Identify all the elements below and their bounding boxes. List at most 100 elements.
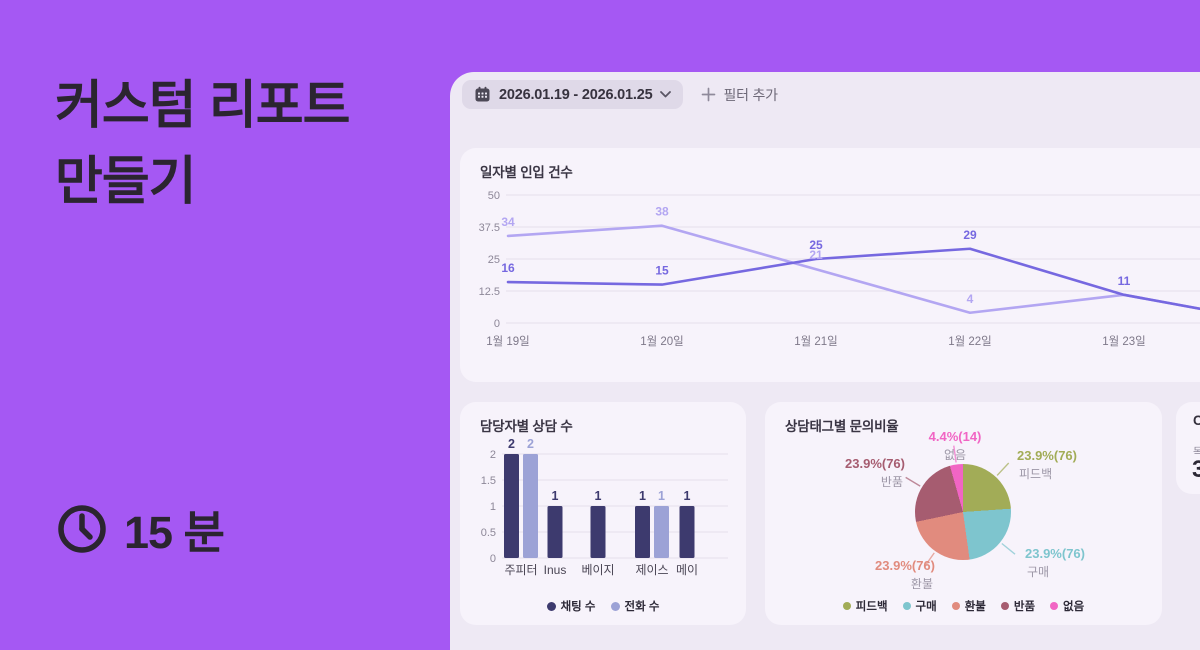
bar-value-label: 1 (552, 489, 559, 503)
toolbar: 2026.01.19 - 2026.01.25 필터 추가 (462, 80, 782, 109)
legend-label: 반품 (1013, 601, 1036, 613)
dashboard-panel: 2026.01.19 - 2026.01.25 필터 추가 일자별 인입 건수 … (450, 72, 1200, 650)
bar (590, 506, 606, 558)
line-chart: 0 12.5 25 37.5 50 1월 19일 1월 20일 1월 21일 1월 22일 1월 … (479, 190, 1200, 348)
bar (679, 506, 695, 558)
bar-category-label: 제이스 (635, 563, 668, 577)
point-label: 38 (655, 205, 669, 219)
legend-label: 채팅 수 (560, 601, 596, 613)
pie-value-label: 23.9%(76) (845, 456, 905, 471)
point-label: 15 (655, 264, 669, 278)
pie-name-label: 환불 (911, 577, 933, 591)
date-range-button[interactable]: 2026.01.19 - 2026.01.25 (462, 80, 684, 109)
date-range-label: 2026.01.19 - 2026.01.25 (499, 86, 653, 103)
bar-value-label: 2 (508, 437, 515, 451)
hero-title-line1: 커스텀 리포트 (55, 77, 350, 135)
bar-value-label: 1 (658, 489, 665, 503)
pie-chart-card: 상담태그별 문의비율 23.9%(76) 피드백 23.9%(76) 구매 23.9%(… (765, 402, 1162, 625)
pie-chart-title: 상담태그별 문의비율 (785, 419, 899, 434)
y-axis-label: 0 (490, 553, 496, 565)
pie-chart-callouts: 23.9%(76) 피드백 23.9%(76) 구매 23.9%(76) 환불 23.9%(… (845, 429, 1085, 591)
line-chart-card: 일자별 인입 건수 0 12.5 25 37.5 50 1월 19일 1월 20일 1월 21… (460, 148, 1200, 382)
pie-value-label: 4.4%(14) (929, 429, 982, 444)
y-axis-label: 37.5 (479, 222, 500, 234)
bar (635, 506, 650, 558)
legend-dot-icon (1050, 602, 1059, 610)
stat-card-value: 3 (1192, 456, 1200, 483)
legend-label: 구매 (915, 601, 937, 613)
bar-chart-title: 담당자별 상담 수 (480, 419, 573, 434)
legend-dot-icon (951, 602, 960, 610)
y-axis-label: 0.5 (481, 527, 496, 539)
y-axis-label: 50 (488, 190, 500, 202)
x-axis-label: 1월 23일 (1102, 334, 1146, 348)
legend-item: 피드백 (842, 598, 888, 614)
x-axis-label: 1월 19일 (486, 334, 530, 348)
bar (547, 506, 563, 558)
bar-category-label: Inus (544, 563, 567, 577)
bar (523, 454, 538, 558)
chevron-down-icon (660, 91, 672, 98)
pie-value-label: 23.9%(76) (1025, 546, 1085, 561)
legend-item: 반품 (1000, 598, 1036, 614)
legend-dot-icon (546, 601, 556, 611)
point-label: 25 (809, 238, 823, 252)
point-label: 34 (501, 215, 515, 229)
legend-item: 전화 수 (610, 598, 659, 614)
legend-label: 환불 (964, 601, 986, 613)
bar (654, 506, 669, 558)
hero-title: 커스텀 리포트 만들기 (55, 68, 350, 220)
legend-dot-icon (1000, 602, 1009, 610)
pie-leader-line (996, 462, 1010, 476)
stat-card-title: C (1193, 413, 1200, 428)
bar-category-label: 메이 (676, 563, 698, 577)
point-label: 29 (963, 228, 977, 242)
plus-icon (702, 87, 716, 102)
line-chart-title: 일자별 인입 건수 (480, 165, 573, 180)
page: { "hero": { "title_line1": "커스텀 리포트", "t… (55, 68, 1200, 650)
pie-leader-line (905, 476, 921, 487)
y-axis-label: 0 (494, 318, 500, 330)
bar-value-label: 1 (684, 489, 691, 503)
legend-item: 환불 (951, 598, 986, 614)
y-axis-label: 25 (488, 254, 500, 266)
bar-category-label: 베이지 (581, 563, 614, 577)
bar-value-label: 2 (527, 437, 534, 451)
legend-item: 채팅 수 (546, 598, 596, 614)
pie-leader-line (1001, 542, 1016, 555)
pie-name-label: 피드백 (1019, 467, 1052, 481)
pie-chart (915, 464, 1011, 560)
stat-card: C 목 3 (1176, 402, 1200, 494)
y-axis-label: 1 (490, 501, 496, 513)
pie-value-label: 23.9%(76) (1017, 448, 1077, 463)
hero-title-line2: 만들기 (55, 153, 197, 211)
x-axis-label: 1월 22일 (948, 334, 992, 348)
calendar-icon (475, 86, 490, 102)
bar-chart-card: 담당자별 상담 수 0 0.5 1 1.5 2 2 2 주피터 1 Inus 1 베이지 1 1 제이스 1 메… (460, 402, 746, 625)
hero-duration-text: 15 분 (124, 507, 225, 558)
add-filter-button[interactable]: 필터 추가 (697, 80, 781, 109)
bar-chart-legend: 채팅 수 전화 수 (460, 598, 746, 614)
legend-item: 없음 (1050, 598, 1084, 614)
pie-name-label: 반품 (881, 475, 903, 489)
series-light-line (506, 224, 1200, 315)
x-axis-label: 1월 21일 (794, 334, 838, 348)
y-axis-label: 2 (490, 449, 496, 461)
pie-leader-line (953, 445, 957, 463)
point-label: 21 (809, 248, 823, 262)
legend-label: 없음 (1063, 601, 1085, 613)
clock-icon (58, 504, 106, 553)
add-filter-label: 필터 추가 (723, 86, 778, 103)
legend-dot-icon (842, 602, 851, 610)
pie-name-label: 없음 (944, 448, 966, 462)
x-axis-label: 1월 20일 (640, 334, 684, 348)
legend-item: 구매 (902, 598, 937, 614)
pie-leader-line (923, 552, 935, 568)
pie-chart-legend: 피드백 구매 환불 반품 없음 (765, 598, 1162, 614)
point-label: 4 (967, 292, 974, 306)
bar (504, 454, 519, 558)
y-axis-label: 12.5 (479, 286, 500, 298)
pie-value-label: 23.9%(76) (875, 558, 935, 573)
point-label: 11 (1118, 274, 1131, 288)
